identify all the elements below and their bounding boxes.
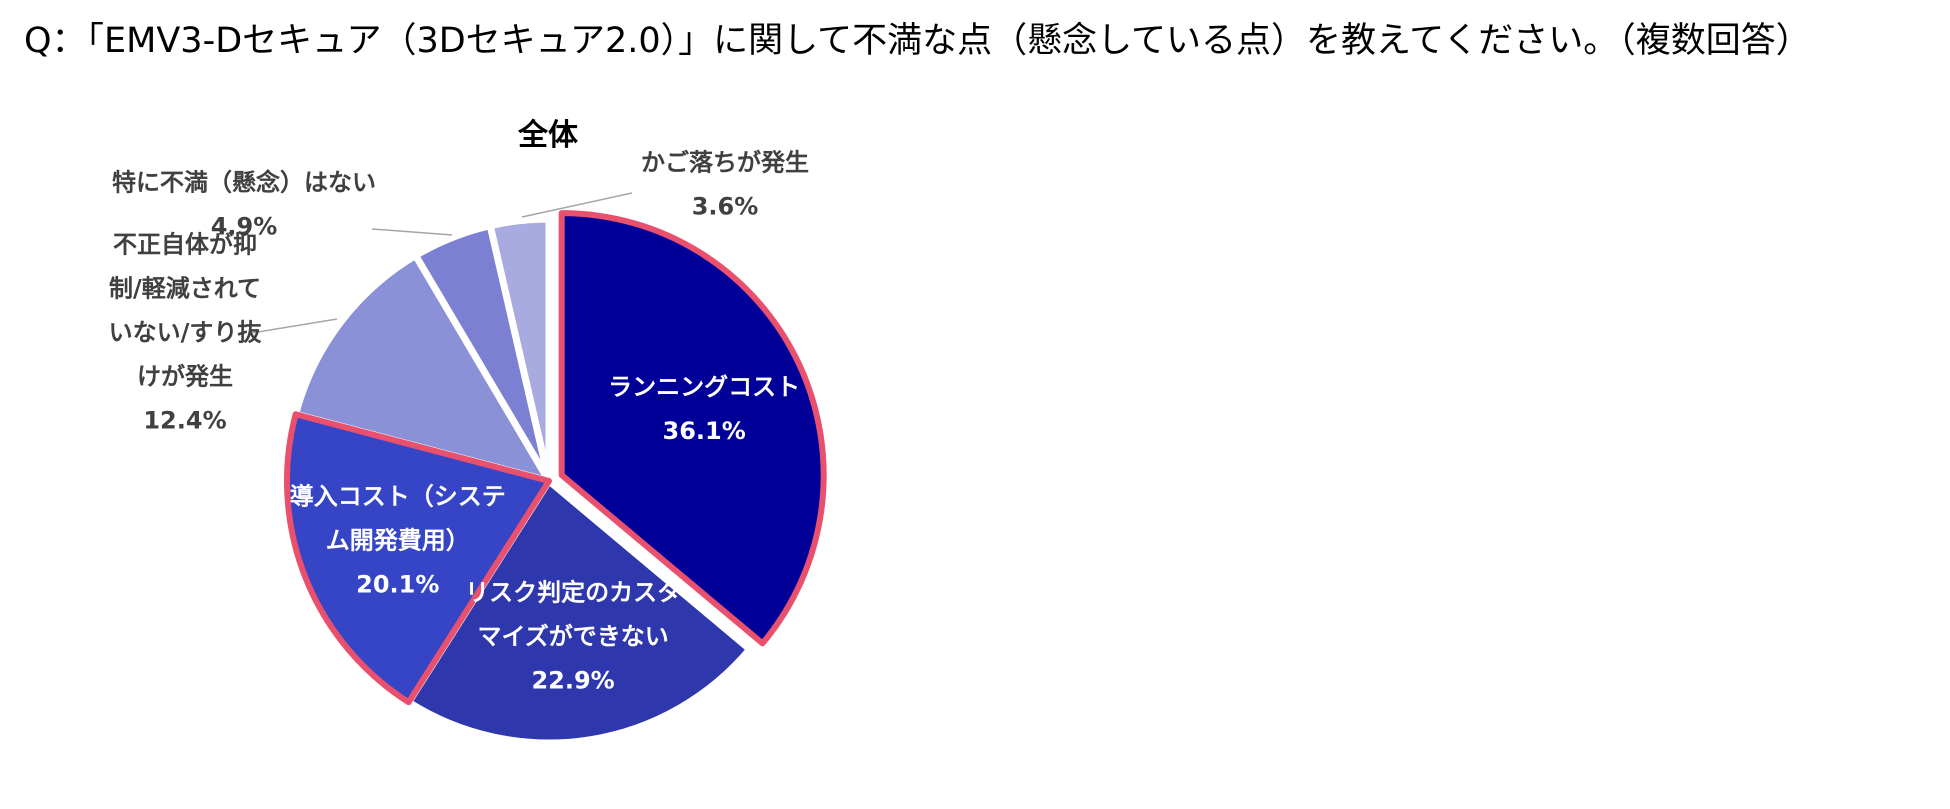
slice-category-label: 制/軽減されて	[109, 274, 261, 302]
leader-line-5	[371, 228, 453, 236]
slice-label-1: ランニングコスト 36.1%	[608, 373, 800, 445]
slice-value-label: 20.1%	[356, 571, 439, 599]
pie-slice-6	[486, 215, 553, 485]
pie-slices	[284, 210, 827, 747]
slice-value-label: 3.6%	[692, 192, 759, 220]
slice-category-label: ランニングコスト	[608, 373, 800, 401]
slice-category-label: リスク判定のカスタ	[465, 579, 681, 607]
slice-label-6: かご落ちが発生 3.6%	[641, 148, 809, 220]
slice-label-3: 導入コスト（システム開発費用） 20.1%	[290, 483, 506, 599]
pie-slice-2	[405, 477, 754, 747]
slice-category-label: 不正自体が抑	[113, 230, 257, 258]
slice-category-label: 特に不満（懸念）はない	[112, 168, 376, 196]
slice-category-label: いない/すり抜	[109, 318, 263, 346]
slice-value-label: 22.9%	[531, 667, 614, 695]
slice-value-label: 36.1%	[663, 417, 746, 445]
slice-category-label: マイズができない	[477, 623, 668, 651]
leader-line-6	[521, 192, 633, 218]
slice-value-label: 12.4%	[143, 406, 226, 434]
slice-value-label: 4.9%	[211, 212, 278, 240]
chart-title: 全体	[517, 118, 579, 153]
leader-lines	[251, 192, 633, 334]
pie-slice-3	[284, 411, 552, 706]
pie-slice-4	[292, 251, 553, 485]
question-text: Q：「EMV3-Dセキュア（3Dセキュア2.0）」に関して不満な点（懸念している…	[24, 21, 1811, 61]
slice-category-label: けが発生	[137, 362, 233, 390]
leader-line-4	[251, 318, 338, 334]
slice-label-5: 特に不満（懸念）はない 4.9%	[112, 168, 376, 240]
slice-category-label: 導入コスト（システ	[290, 483, 506, 511]
slice-category-label: かご落ちが発生	[641, 148, 809, 176]
slice-category-label: ム開発費用）	[326, 527, 470, 555]
slice-label-4: 不正自体が抑制/軽減されていない/すり抜けが発生 12.4%	[109, 230, 263, 434]
slice-labels: ランニングコスト 36.1% リスク判定のカスタマイズができない 22.9% 導入コスト…	[109, 148, 809, 694]
slice-label-2: リスク判定のカスタマイズができない 22.9%	[465, 579, 681, 695]
pie-slice-1	[558, 210, 827, 647]
